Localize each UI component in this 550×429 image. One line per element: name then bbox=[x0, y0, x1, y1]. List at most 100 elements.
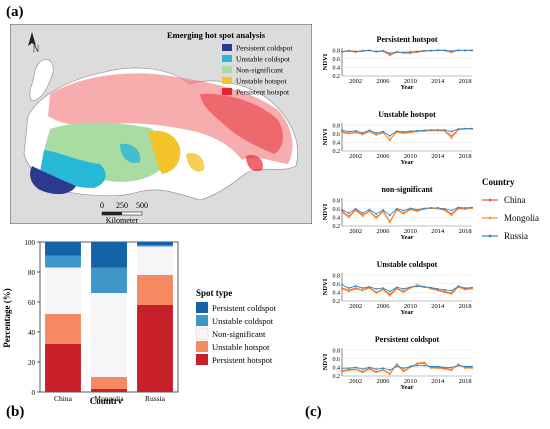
bar-category-label: China bbox=[54, 394, 73, 403]
bar-segment bbox=[137, 242, 173, 245]
bar-segment bbox=[45, 255, 81, 268]
panel-label-a: (a) bbox=[6, 4, 24, 20]
line-point-mongolia bbox=[388, 53, 391, 56]
line-point-russia bbox=[457, 206, 460, 209]
line-point-russia bbox=[361, 212, 364, 214]
line-point-russia bbox=[382, 367, 384, 370]
line-point-mongolia bbox=[341, 370, 343, 373]
line-point-russia bbox=[395, 50, 398, 53]
bar-segment bbox=[137, 305, 173, 392]
line-ytick-label: 0.6 bbox=[333, 207, 341, 213]
line-point-russia bbox=[423, 207, 426, 210]
line-point-russia bbox=[395, 286, 398, 289]
line-point-mongolia bbox=[388, 221, 391, 224]
line-point-russia bbox=[430, 365, 432, 368]
bar-segment bbox=[45, 242, 81, 256]
line-ytick-label: 0.2 bbox=[333, 74, 341, 80]
line-series-mongolia bbox=[341, 128, 472, 141]
line-point-mongolia bbox=[361, 289, 364, 292]
scalebar-tick-2: 500 bbox=[136, 201, 148, 210]
line-point-mongolia bbox=[409, 52, 412, 55]
stacked-bar-chart: Percentage (%) Country Spot type 0 20 40 60… bbox=[2, 239, 277, 404]
line-xtick-label: 2018 bbox=[459, 303, 472, 310]
line-point-mongolia bbox=[471, 288, 473, 290]
line-ytick-label: 0.2 bbox=[333, 224, 341, 230]
line-ytick-label: 0.4 bbox=[333, 291, 341, 297]
panel-label-c: (c) bbox=[305, 404, 322, 420]
line-point-mongolia bbox=[361, 215, 364, 217]
bar-legend-label: Persistent hotspot bbox=[212, 355, 273, 365]
line-point-russia bbox=[409, 365, 412, 368]
line-point-russia bbox=[450, 366, 453, 369]
line-xlabel: Year bbox=[401, 384, 414, 391]
line-point-russia bbox=[464, 207, 467, 209]
bar-ytick-label: 60 bbox=[28, 299, 36, 307]
map-legend-label: Persistent coldspot bbox=[236, 44, 293, 53]
line-xtick-label: 2006 bbox=[377, 228, 391, 235]
bar-ytick-label: 80 bbox=[28, 269, 36, 277]
line-point-mongolia bbox=[464, 208, 467, 211]
line-point-mongolia bbox=[341, 211, 343, 214]
line-xtick-label: 2002 bbox=[349, 378, 362, 385]
line-point-russia bbox=[354, 129, 357, 132]
line-point-mongolia bbox=[457, 363, 460, 365]
line-point-mongolia bbox=[388, 373, 391, 376]
line-point-mongolia bbox=[416, 210, 419, 213]
line-point-russia bbox=[341, 367, 343, 370]
line-point-mongolia bbox=[368, 210, 371, 213]
line-point-russia bbox=[416, 129, 419, 132]
unstable-coldspot-patch bbox=[120, 143, 141, 164]
line-point-russia bbox=[471, 49, 473, 52]
line-ytick-label: 0.8 bbox=[333, 123, 341, 129]
line-point-mongolia bbox=[388, 294, 391, 297]
line-point-russia bbox=[375, 132, 378, 134]
line-point-russia bbox=[471, 286, 473, 289]
scalebar-unit: Kilometer bbox=[106, 216, 139, 224]
line-xtick-label: 2018 bbox=[459, 228, 472, 235]
line-point-russia bbox=[388, 369, 391, 371]
bar-segment bbox=[137, 245, 173, 247]
line-point-russia bbox=[347, 212, 350, 214]
line-point-russia bbox=[368, 49, 371, 52]
line-point-mongolia bbox=[450, 369, 453, 372]
line-xtick-label: 2014 bbox=[431, 378, 445, 385]
line-point-russia bbox=[443, 49, 446, 52]
line-point-russia bbox=[450, 209, 453, 212]
line-point-mongolia bbox=[430, 288, 432, 290]
line-xlabel: Year bbox=[401, 159, 414, 166]
persistent-hotspot-area bbox=[48, 73, 293, 164]
line-point-russia bbox=[375, 288, 378, 290]
line-panel-title: Persistent coldspot bbox=[375, 335, 440, 344]
north-label: N bbox=[33, 44, 40, 54]
hotspot-map: N 0 250 500 Kilometer Emerging hot spot … bbox=[10, 24, 312, 224]
line-point-russia bbox=[361, 132, 364, 134]
line-point-russia bbox=[402, 288, 405, 290]
persistent-coldspot-area bbox=[30, 166, 76, 195]
line-series-russia bbox=[341, 284, 473, 293]
bar-legend-swatch bbox=[195, 327, 209, 340]
line-xtick-label: 2002 bbox=[349, 228, 362, 235]
map-legend-label: Persistent hotspot bbox=[236, 88, 290, 97]
line-legend-label: China bbox=[504, 195, 526, 205]
bar-legend-title: Spot type bbox=[196, 288, 232, 298]
map-legend: Persistent coldspot Unstable coldspot Non-… bbox=[222, 44, 293, 97]
line-ytick-label: 0.8 bbox=[333, 48, 341, 54]
line-xtick-label: 2018 bbox=[459, 153, 472, 160]
bar-segment bbox=[91, 242, 127, 268]
line-point-russia bbox=[341, 50, 343, 53]
map-legend-label: Unstable hotspot bbox=[236, 77, 288, 86]
line-point-mongolia bbox=[443, 291, 446, 294]
line-panel-title: Unstable coldspot bbox=[377, 260, 438, 269]
north-arrow bbox=[28, 32, 36, 46]
line-point-russia bbox=[402, 209, 405, 212]
line-point-russia bbox=[436, 288, 439, 290]
line-xtick-label: 2010 bbox=[404, 153, 417, 160]
line-point-mongolia bbox=[457, 207, 460, 210]
line-point-russia bbox=[409, 130, 412, 133]
line-point-russia bbox=[347, 50, 350, 52]
line-point-mongolia bbox=[382, 132, 384, 134]
bar-segment bbox=[91, 389, 127, 392]
line-point-russia bbox=[436, 49, 439, 52]
line-point-mongolia bbox=[423, 361, 426, 364]
line-point-mongolia bbox=[375, 371, 378, 374]
